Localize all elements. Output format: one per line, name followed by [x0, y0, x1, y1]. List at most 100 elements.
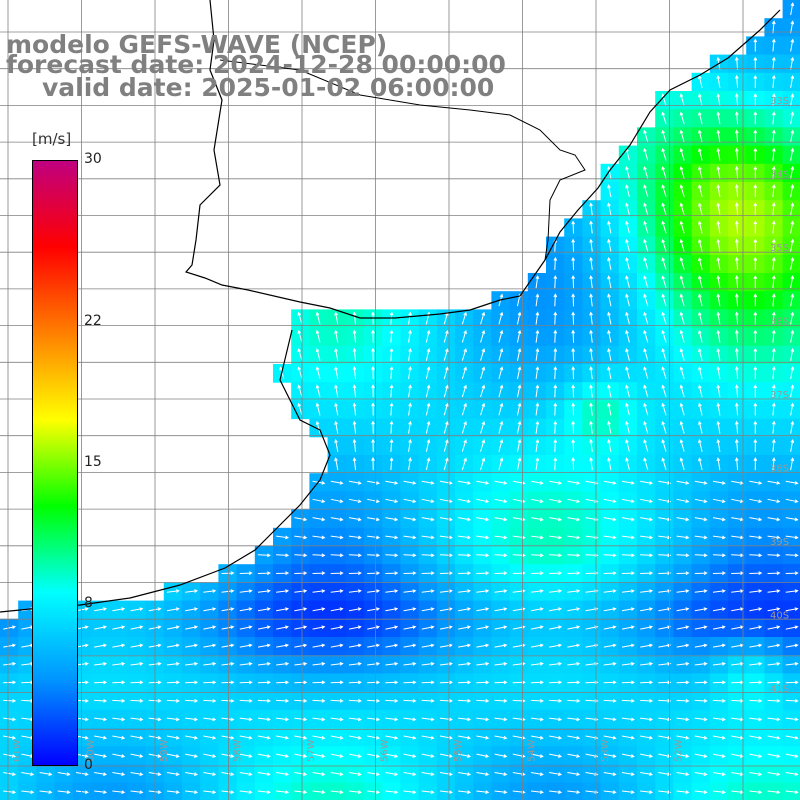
wind-arrow	[771, 165, 776, 179]
wind-arrow	[785, 680, 799, 685]
wind-arrow	[698, 111, 703, 125]
wind-arrow	[94, 717, 108, 722]
wind-arrow	[734, 420, 739, 434]
wind-arrow	[771, 457, 776, 471]
wind-arrow	[130, 661, 144, 666]
wind-arrow	[494, 661, 508, 666]
wind-arrow	[790, 93, 795, 107]
wind-arrow	[294, 625, 308, 630]
wind-arrow	[767, 498, 781, 504]
wind-arrow	[753, 238, 758, 252]
wind-arrow	[330, 698, 344, 703]
wind-arrow	[603, 771, 617, 776]
wind-arrow	[790, 165, 795, 179]
wind-arrow	[607, 348, 612, 361]
wind-arrow	[130, 790, 144, 794]
latitude-label: 37S	[770, 390, 789, 401]
wind-arrow	[130, 680, 144, 685]
wind-arrow	[767, 661, 781, 666]
wind-arrow	[621, 535, 635, 540]
wind-arrow	[679, 420, 685, 434]
wind-arrow	[330, 517, 344, 522]
wind-arrow	[621, 661, 635, 666]
wind-arrow	[658, 771, 672, 776]
wind-arrow	[385, 643, 399, 648]
wind-arrow	[694, 698, 708, 703]
wind-arrow	[221, 661, 235, 666]
wind-arrow	[698, 257, 703, 270]
wind-arrow	[439, 753, 453, 758]
valid-date: valid date: 2025-01-02 06:00:00	[42, 73, 495, 102]
wind-arrow	[603, 643, 617, 648]
wind-arrow	[625, 439, 630, 452]
wind-arrow	[567, 735, 581, 740]
wind-arrow	[607, 311, 612, 325]
wind-arrow	[753, 347, 758, 361]
wind-arrow	[348, 661, 362, 666]
wind-arrow	[694, 480, 708, 485]
wind-arrow	[494, 607, 508, 612]
wind-arrow	[221, 753, 235, 758]
wind-arrow	[257, 735, 271, 740]
wind-arrow	[480, 384, 486, 398]
wind-arrow	[749, 735, 763, 740]
wind-arrow	[221, 643, 235, 648]
wind-arrow	[698, 147, 703, 161]
wind-arrow	[3, 643, 17, 648]
wind-arrow	[203, 735, 217, 740]
wind-arrow	[294, 607, 308, 612]
wind-arrow	[643, 166, 649, 179]
wind-arrow	[734, 293, 739, 307]
wind-arrow	[749, 625, 763, 630]
wind-arrow	[530, 607, 544, 612]
wind-arrow	[166, 717, 180, 722]
wind-arrow	[257, 643, 271, 648]
wind-arrow	[790, 220, 795, 234]
wind-arrow	[458, 698, 472, 703]
wind-arrow	[367, 753, 381, 758]
wind-arrow	[676, 717, 690, 722]
wind-arrow	[312, 571, 326, 576]
wind-arrow	[315, 420, 321, 434]
wind-arrow	[458, 571, 472, 576]
wind-arrow	[94, 680, 108, 685]
wind-arrow	[785, 698, 799, 703]
wind-arrow	[567, 790, 581, 794]
wind-arrow	[39, 790, 53, 794]
wind-arrow	[567, 480, 581, 485]
wind-arrow	[567, 517, 581, 522]
wind-arrow	[334, 311, 339, 325]
wind-arrow	[443, 329, 449, 343]
wind-arrow	[771, 56, 776, 70]
wind-arrow	[549, 753, 563, 758]
wind-arrow	[698, 93, 703, 107]
wind-arrow	[607, 420, 612, 434]
wind-arrow	[567, 753, 581, 758]
wind-arrow	[767, 735, 781, 740]
wind-arrow	[643, 329, 649, 343]
wind-arrow	[698, 275, 703, 289]
wind-arrow	[516, 402, 522, 416]
wind-arrow	[603, 607, 617, 612]
wind-arrow	[494, 735, 508, 740]
wind-arrow	[749, 643, 763, 648]
wind-arrow	[625, 384, 630, 398]
wind-arrow	[403, 790, 417, 794]
wind-arrow	[185, 589, 199, 593]
wind-arrow	[294, 517, 308, 522]
wind-arrow	[640, 535, 654, 540]
wind-arrow	[312, 589, 326, 593]
wind-arrow	[771, 256, 776, 270]
wind-arrow	[698, 129, 703, 143]
wind-arrow	[516, 439, 522, 452]
wind-arrow	[389, 402, 394, 416]
wind-arrow	[771, 347, 776, 361]
wind-arrow	[334, 347, 339, 361]
wind-arrow	[712, 553, 726, 558]
latitude-label: 33S	[770, 96, 789, 107]
wind-arrow	[698, 366, 703, 380]
wind-arrow	[790, 129, 795, 143]
wind-arrow	[694, 790, 708, 794]
wind-arrow	[553, 347, 558, 361]
wind-arrow	[603, 735, 617, 740]
